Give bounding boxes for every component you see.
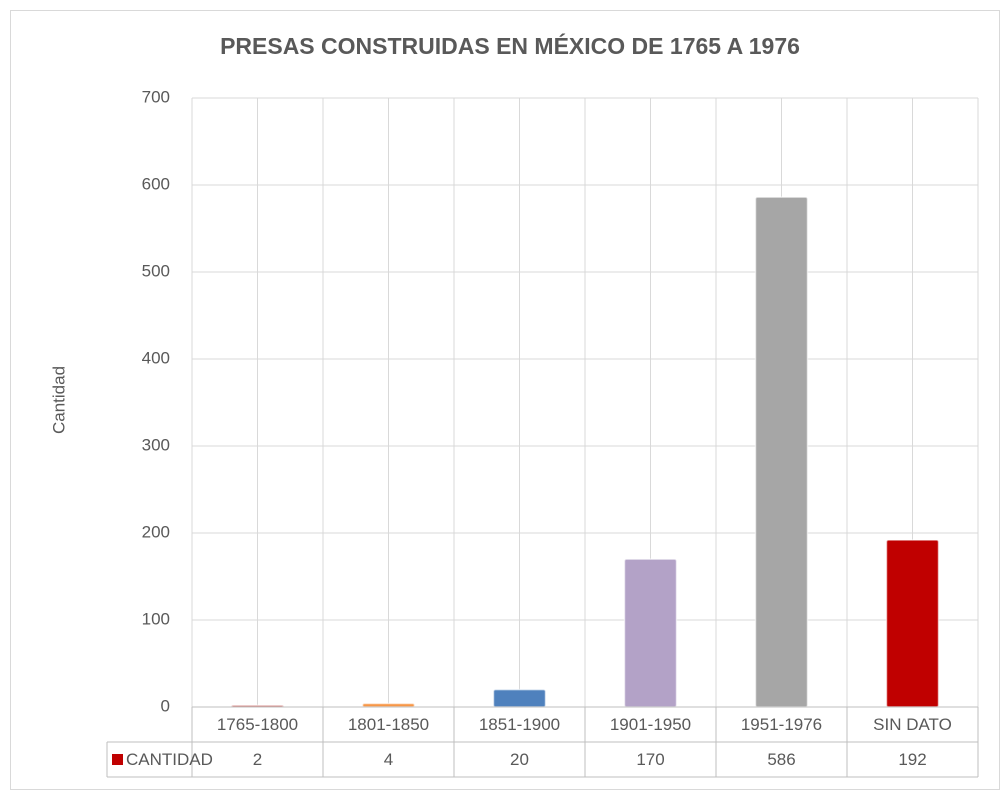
x-tick-label: SIN DATO	[873, 715, 952, 734]
chart-title: PRESAS CONSTRUIDAS EN MÉXICO DE 1765 A 1…	[220, 32, 800, 59]
bar	[623, 558, 678, 708]
table-value: 20	[510, 750, 529, 769]
x-tick-label: 1951-1976	[741, 715, 822, 734]
table-value: 2	[253, 750, 262, 769]
x-tick-label: 1901-1950	[610, 715, 691, 734]
table-value: 4	[384, 750, 393, 769]
x-tick-label: 1765-1800	[217, 715, 298, 734]
y-tick-label: 500	[142, 261, 170, 280]
y-tick-label: 700	[142, 87, 170, 106]
table-value: 170	[636, 750, 664, 769]
y-tick-label: 200	[142, 522, 170, 541]
bar	[885, 539, 940, 708]
table-value: 586	[767, 750, 795, 769]
y-axis-label: Cantidad	[49, 366, 68, 434]
y-tick-label: 100	[142, 609, 170, 628]
table-value: 192	[898, 750, 926, 769]
x-tick-label: 1851-1900	[479, 715, 560, 734]
chart-border	[10, 10, 1000, 790]
y-tick-label: 0	[161, 696, 170, 715]
bar	[754, 196, 809, 708]
bar	[361, 702, 416, 708]
y-tick-label: 600	[142, 174, 170, 193]
bar	[492, 688, 547, 708]
y-tick-label: 300	[142, 435, 170, 454]
legend-label: CANTIDAD	[126, 750, 213, 769]
x-tick-label: 1801-1850	[348, 715, 429, 734]
y-tick-label: 400	[142, 348, 170, 367]
legend-key	[112, 754, 123, 765]
